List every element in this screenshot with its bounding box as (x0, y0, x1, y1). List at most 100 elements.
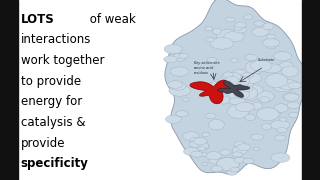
Ellipse shape (270, 120, 290, 130)
Ellipse shape (235, 22, 246, 28)
Ellipse shape (279, 118, 287, 121)
Bar (302, 0, 320, 180)
Bar (0, 0, 18, 180)
Ellipse shape (256, 91, 274, 102)
Ellipse shape (211, 166, 223, 172)
Ellipse shape (234, 157, 245, 163)
Ellipse shape (164, 56, 177, 63)
Ellipse shape (245, 61, 265, 74)
Ellipse shape (233, 82, 252, 94)
Ellipse shape (254, 21, 264, 26)
Polygon shape (165, 0, 311, 175)
Polygon shape (190, 80, 241, 104)
Ellipse shape (253, 147, 260, 150)
Ellipse shape (273, 82, 294, 92)
Ellipse shape (204, 27, 213, 31)
Ellipse shape (244, 14, 253, 20)
Ellipse shape (271, 153, 290, 163)
Text: Substrate: Substrate (258, 58, 275, 62)
Ellipse shape (225, 17, 235, 22)
Ellipse shape (169, 85, 190, 96)
Ellipse shape (236, 71, 252, 80)
Ellipse shape (219, 77, 231, 83)
Ellipse shape (288, 82, 301, 89)
Ellipse shape (206, 82, 228, 93)
Text: specificity: specificity (21, 158, 89, 170)
Ellipse shape (192, 141, 209, 150)
Ellipse shape (227, 94, 246, 105)
Ellipse shape (205, 37, 214, 42)
Ellipse shape (224, 31, 244, 42)
Ellipse shape (182, 98, 189, 102)
Ellipse shape (267, 45, 276, 49)
Ellipse shape (230, 58, 238, 62)
Ellipse shape (237, 144, 251, 151)
Ellipse shape (207, 58, 217, 62)
Ellipse shape (244, 85, 263, 95)
Ellipse shape (245, 114, 255, 121)
Ellipse shape (217, 87, 239, 99)
Ellipse shape (209, 120, 224, 130)
Ellipse shape (232, 70, 247, 78)
Text: provide: provide (21, 137, 65, 150)
Ellipse shape (279, 62, 293, 70)
Ellipse shape (234, 25, 243, 30)
Ellipse shape (215, 94, 231, 103)
Ellipse shape (170, 67, 189, 76)
Ellipse shape (288, 112, 298, 117)
Ellipse shape (202, 132, 210, 137)
Text: to provide: to provide (21, 75, 81, 88)
Ellipse shape (227, 76, 247, 86)
Ellipse shape (244, 92, 257, 101)
Text: LOTS: LOTS (21, 13, 54, 26)
Ellipse shape (245, 54, 257, 60)
Ellipse shape (209, 158, 221, 164)
Ellipse shape (183, 132, 199, 141)
Ellipse shape (164, 44, 183, 54)
Ellipse shape (274, 104, 288, 112)
Ellipse shape (230, 167, 240, 172)
Ellipse shape (262, 124, 272, 130)
Ellipse shape (234, 27, 246, 33)
Ellipse shape (206, 152, 222, 160)
Ellipse shape (220, 150, 231, 155)
Ellipse shape (225, 76, 239, 85)
Ellipse shape (184, 147, 199, 155)
Ellipse shape (283, 93, 299, 100)
Ellipse shape (262, 23, 274, 30)
Ellipse shape (217, 96, 230, 104)
Ellipse shape (234, 91, 250, 99)
Ellipse shape (263, 39, 279, 47)
Ellipse shape (222, 72, 241, 81)
Ellipse shape (196, 139, 206, 144)
Ellipse shape (216, 157, 239, 171)
Ellipse shape (179, 53, 189, 59)
Ellipse shape (238, 69, 255, 79)
Ellipse shape (197, 146, 206, 150)
Text: Key active-site
amino acid
residues: Key active-site amino acid residues (194, 61, 219, 75)
Ellipse shape (243, 158, 254, 164)
Ellipse shape (232, 146, 248, 154)
Ellipse shape (269, 111, 280, 118)
Text: work together: work together (21, 54, 104, 67)
Ellipse shape (241, 73, 253, 78)
Text: interactions: interactions (21, 33, 91, 46)
Ellipse shape (216, 30, 239, 41)
Ellipse shape (189, 141, 200, 147)
Ellipse shape (251, 134, 264, 140)
Ellipse shape (260, 96, 270, 103)
Ellipse shape (228, 104, 249, 118)
Ellipse shape (206, 113, 216, 118)
Ellipse shape (277, 80, 299, 90)
Ellipse shape (170, 82, 186, 90)
Ellipse shape (216, 158, 239, 170)
Ellipse shape (232, 76, 249, 86)
Ellipse shape (199, 152, 207, 157)
Ellipse shape (174, 54, 186, 61)
Ellipse shape (191, 151, 203, 157)
Ellipse shape (266, 34, 276, 39)
Ellipse shape (256, 108, 279, 121)
Ellipse shape (168, 81, 183, 88)
Ellipse shape (284, 93, 299, 101)
Ellipse shape (242, 86, 253, 91)
